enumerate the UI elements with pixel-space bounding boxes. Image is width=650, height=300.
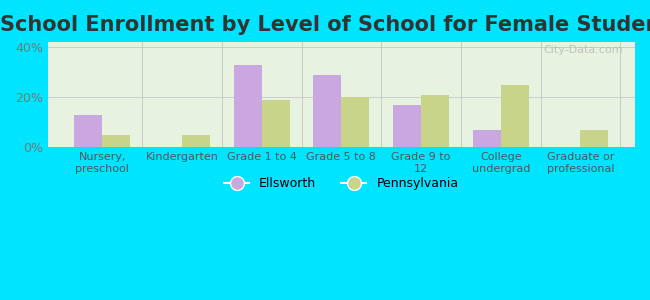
Bar	[234, 64, 262, 147]
Title: School Enrollment by Level of School for Female Students: School Enrollment by Level of School for…	[0, 15, 650, 35]
Bar	[421, 94, 449, 147]
Bar	[262, 100, 289, 147]
Bar	[341, 97, 369, 147]
Bar	[313, 75, 341, 147]
Legend: Ellsworth, Pennsylvania: Ellsworth, Pennsylvania	[219, 172, 463, 196]
Bar	[102, 135, 130, 147]
Bar	[580, 130, 608, 147]
Text: City-Data.com: City-Data.com	[543, 45, 623, 55]
Bar	[75, 115, 102, 147]
Bar	[473, 130, 501, 147]
Bar	[393, 105, 421, 147]
Bar	[500, 85, 528, 147]
Bar	[182, 135, 210, 147]
